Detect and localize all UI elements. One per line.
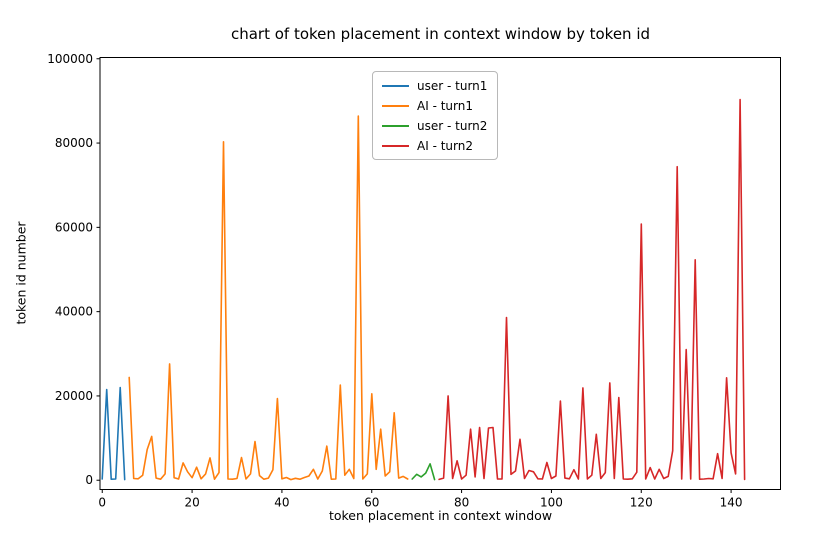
y-tick-label: 40000 (55, 305, 93, 319)
y-axis-label: token id number (13, 221, 29, 325)
y-tick-label: 80000 (55, 136, 93, 150)
x-tick-label: 60 (364, 496, 379, 510)
y-tick-label: 100000 (47, 52, 93, 66)
legend-label: AI - turn1 (417, 98, 473, 113)
legend-swatch-user-turn2 (382, 124, 409, 127)
x-tick-label: 40 (274, 496, 289, 510)
legend-swatch-user-turn1 (382, 84, 409, 87)
x-axis-label: token placement in context window (328, 508, 553, 523)
legend-item-user-turn1: user - turn1 (382, 78, 487, 93)
x-tick-label: 80 (454, 496, 469, 510)
y-tick-label: 0 (85, 473, 93, 487)
chart-title: chart of token placement in context wind… (230, 25, 651, 43)
plot-frame (99, 57, 781, 490)
series-user-turn2 (411, 462, 436, 481)
x-tick-label: 20 (184, 496, 199, 510)
x-tick-label: 120 (630, 496, 653, 510)
legend-label: AI - turn2 (417, 138, 473, 153)
series-ai-turn2 (438, 98, 746, 481)
legend-swatch-ai-turn1 (382, 104, 409, 107)
x-tick-label: 140 (720, 496, 743, 510)
legend-swatch-ai-turn2 (382, 144, 409, 147)
series-user-turn1 (101, 386, 126, 481)
legend-item-ai-turn1: AI - turn1 (382, 98, 487, 113)
legend-item-ai-turn2: AI - turn2 (382, 138, 487, 153)
y-tick-label: 20000 (55, 389, 93, 403)
x-tick-label: 0 (98, 496, 106, 510)
y-tick-label: 60000 (55, 220, 93, 234)
legend-label: user - turn2 (417, 118, 488, 133)
x-tick-label: 100 (540, 496, 563, 510)
legend-item-user-turn2: user - turn2 (382, 118, 487, 133)
series-ai-turn1 (128, 115, 409, 481)
legend: user - turn1 AI - turn1 user - turn2 AI … (372, 71, 499, 160)
legend-label: user - turn1 (417, 78, 488, 93)
